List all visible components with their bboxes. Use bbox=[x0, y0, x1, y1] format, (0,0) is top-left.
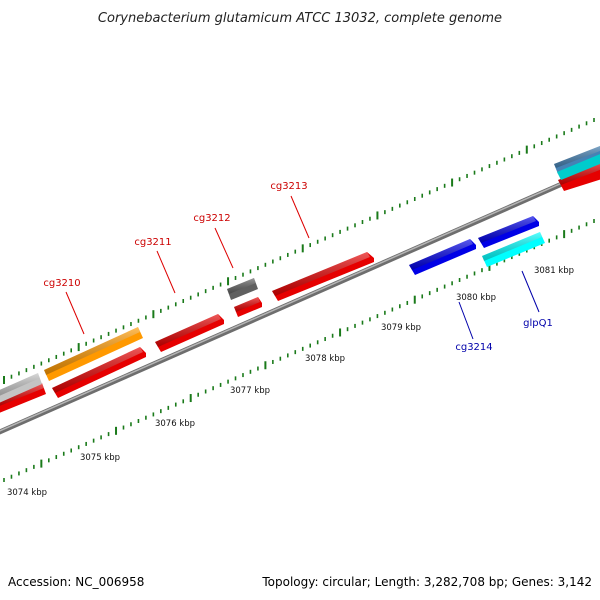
gene-feature[interactable] bbox=[155, 314, 224, 352]
kbp-label: 3074 kbp bbox=[7, 488, 47, 498]
genome-summary-text: Topology: circular; Length: 3,282,708 bp… bbox=[261, 575, 592, 589]
map-title: Corynebacterium glutamicum ATCC 13032, c… bbox=[98, 11, 502, 26]
gene-leader-lines bbox=[65, 195, 540, 340]
gene-label-cg3212: cg3212 bbox=[193, 213, 230, 224]
gene-label-cg3211: cg3211 bbox=[134, 237, 171, 248]
gene-feature[interactable] bbox=[482, 232, 545, 267]
gene-feature[interactable] bbox=[558, 161, 600, 191]
gene-feature[interactable] bbox=[44, 327, 143, 381]
accession-text: Accession: NC_006958 bbox=[8, 575, 144, 589]
gene-feature[interactable] bbox=[272, 252, 374, 301]
gene-feature[interactable] bbox=[227, 278, 258, 300]
kbp-label: 3077 kbp bbox=[230, 386, 270, 396]
gene-feature[interactable] bbox=[234, 297, 262, 317]
kbp-label: 3076 kbp bbox=[155, 419, 195, 429]
kbp-label: 3075 kbp bbox=[80, 453, 120, 463]
gene-feature[interactable] bbox=[478, 216, 539, 248]
gene-label-cg3214: cg3214 bbox=[455, 342, 492, 353]
kbp-label: 3081 kbp bbox=[534, 266, 574, 276]
kbp-label: 3078 kbp bbox=[305, 354, 345, 364]
gene-features bbox=[0, 144, 600, 413]
gene-feature[interactable] bbox=[0, 383, 46, 413]
kbp-label: 3079 kbp bbox=[381, 323, 421, 333]
gene-feature[interactable] bbox=[557, 152, 600, 180]
gene-feature[interactable] bbox=[52, 347, 146, 398]
gene-label-glpq1: glpQ1 bbox=[523, 318, 553, 329]
gene-feature[interactable] bbox=[409, 239, 476, 275]
gene-label-cg3210: cg3210 bbox=[43, 278, 80, 289]
gene-feature[interactable] bbox=[0, 373, 42, 403]
gene-feature[interactable] bbox=[554, 144, 600, 174]
genome-backbone bbox=[0, 164, 600, 435]
kbp-label: 3080 kbp bbox=[456, 293, 496, 303]
gene-label-cg3213: cg3213 bbox=[270, 181, 307, 192]
lower-tick-row bbox=[3, 219, 595, 482]
upper-tick-row bbox=[3, 118, 595, 384]
